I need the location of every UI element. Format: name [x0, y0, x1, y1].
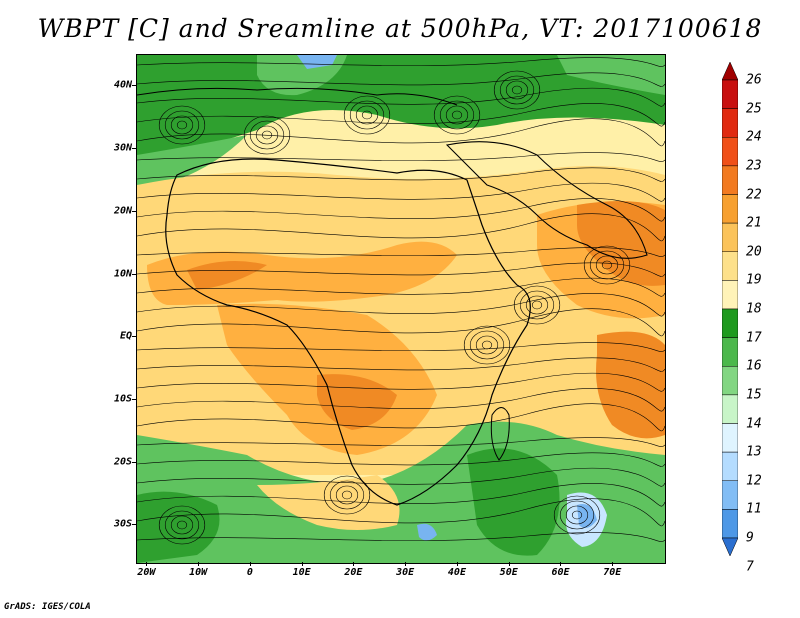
map-canvas	[137, 55, 665, 563]
colorbar-label: 24	[746, 129, 762, 145]
lon-tick	[146, 562, 148, 566]
field-north-blue	[297, 55, 337, 69]
lat-tick	[132, 148, 136, 150]
colorbar-label: 18	[746, 301, 762, 317]
lat-label: 20S	[113, 456, 132, 468]
streamline-vortices	[158, 70, 631, 545]
colorbar-label: 19	[746, 272, 762, 288]
lon-label: 30E	[396, 567, 415, 578]
field-angola-orange	[317, 374, 397, 430]
colorbar-swatch	[722, 137, 738, 167]
lon-tick	[508, 562, 510, 566]
colorbar-label: 23	[746, 158, 762, 174]
lat-label: 30S	[113, 518, 132, 530]
colorbar	[722, 62, 738, 556]
colorbar-swatch	[722, 366, 738, 396]
lon-label: 50E	[499, 567, 518, 578]
colorbar-label: 14	[746, 416, 762, 431]
colorbar-swatch	[722, 509, 738, 539]
lon-label: 40E	[447, 567, 466, 578]
colorbar-label: 16	[746, 358, 762, 374]
colorbar-swatch	[722, 222, 738, 252]
lat-tick	[132, 85, 136, 87]
grads-credit: GrADS: IGES/COLA	[4, 602, 91, 612]
colorbar-swatch	[722, 451, 738, 481]
field-west-africa-orange-core	[187, 261, 267, 290]
colorbar-swatch	[722, 337, 738, 367]
field-arabia-orange-core	[577, 201, 665, 286]
colorbar-swatch	[722, 62, 738, 81]
lon-tick	[353, 562, 355, 566]
colorbar-label: 25	[746, 101, 762, 117]
lat-tick	[132, 210, 136, 212]
lat-label: 20N	[113, 205, 132, 217]
lon-tick	[456, 562, 458, 566]
colorbar-label: 13	[746, 444, 762, 460]
lat-tick	[132, 524, 136, 526]
field-south-blue-small	[417, 523, 437, 541]
lon-tick	[301, 562, 303, 566]
africa-coastline	[165, 158, 531, 506]
lat-tick	[132, 336, 136, 338]
colorbar-swatch	[722, 423, 738, 453]
colorbar-swatch	[722, 165, 738, 195]
colorbar-swatch	[722, 308, 738, 338]
colorbar-swatch	[722, 280, 738, 310]
colorbar-label: 11	[746, 501, 762, 517]
lat-label: EQ	[119, 330, 132, 342]
colorbar-swatch	[722, 79, 738, 109]
lon-tick	[249, 562, 251, 566]
colorbar-label: 7	[746, 559, 754, 575]
colorbar-label: 21	[746, 215, 762, 231]
lon-tick	[405, 562, 407, 566]
colorbar-swatch	[722, 108, 738, 138]
colorbar-label: 9	[746, 530, 754, 546]
lon-tick	[198, 562, 200, 566]
lon-label: 10E	[292, 567, 311, 578]
lat-label: 30N	[113, 142, 132, 154]
colorbar-label: 15	[746, 387, 762, 403]
field-northeast-green	[557, 55, 665, 95]
field-yellow-band	[137, 166, 665, 475]
lon-tick	[612, 562, 614, 566]
lat-label: 10N	[113, 268, 132, 279]
madagascar-coastline	[490, 407, 510, 461]
map-panel	[136, 54, 666, 564]
lat-tick	[132, 461, 136, 463]
field-south-blue	[577, 504, 597, 529]
field-southwest-green	[137, 491, 220, 563]
lon-label: 70E	[603, 567, 622, 578]
colorbar-label: 26	[746, 72, 762, 88]
field-indian-ocean-orange	[596, 331, 665, 439]
colorbar-label: 20	[746, 244, 762, 260]
field-northwest-green	[137, 135, 247, 185]
lon-label: 0	[246, 567, 253, 578]
colorbar-swatch	[722, 194, 738, 224]
colorbar-swatch	[722, 537, 738, 556]
colorbar-swatch	[722, 394, 738, 424]
lon-label: 20E	[344, 567, 363, 578]
colorbar-label: 12	[746, 473, 762, 489]
colorbar-swatch	[722, 480, 738, 510]
streamlines	[137, 57, 665, 542]
lat-label: 10S	[113, 393, 132, 405]
chart-title: WBPT [C] and Sreamline at 500hPa, VT: 20…	[37, 14, 763, 43]
colorbar-label: 17	[746, 330, 762, 346]
field-south-yellow	[257, 475, 400, 530]
colorbar-swatch	[722, 251, 738, 281]
field-southeast-green	[467, 448, 560, 556]
lat-tick	[132, 273, 136, 275]
lon-label: 20W	[137, 567, 156, 578]
lat-label: 40N	[113, 79, 132, 91]
colorbar-label: 22	[746, 187, 762, 202]
lon-tick	[560, 562, 562, 566]
lon-label: 60E	[551, 567, 570, 578]
europe-coastline	[137, 87, 458, 106]
lon-label: 10W	[189, 567, 208, 578]
lat-tick	[132, 398, 136, 400]
field-west-africa-orange	[147, 241, 457, 305]
